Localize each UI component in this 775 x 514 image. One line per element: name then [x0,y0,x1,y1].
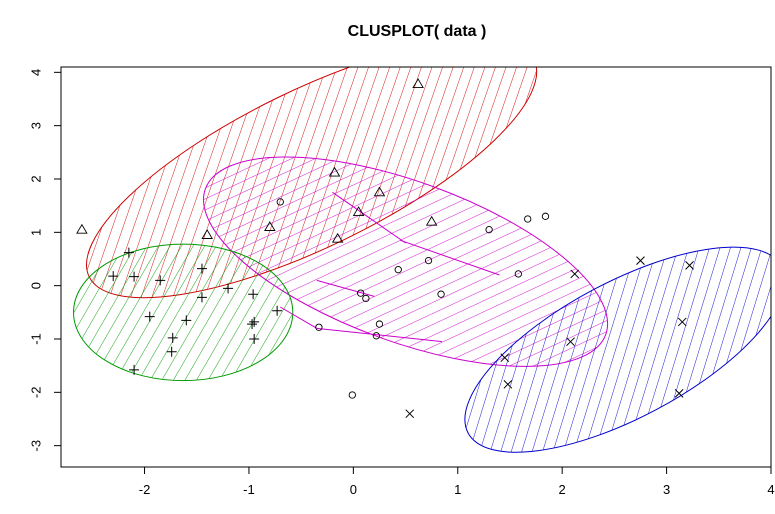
cross-data-point [405,409,415,419]
data-points [76,78,694,419]
circle-data-point [524,215,532,223]
x-tick-label: 0 [350,482,357,497]
circle-data-point [437,290,445,298]
circle-data-point [348,391,356,399]
cross-data-point [500,353,510,363]
circle-data-point [315,323,323,331]
circle-data-point [357,289,365,297]
axes: -2 -1 0 1 2 3 4 -3 -2 -1 0 1 2 3 4 [28,69,774,497]
cross-data-point [566,337,575,347]
plus-data-point [123,247,134,258]
circle-data-point [541,212,550,220]
cluster-ellipse [464,246,771,453]
cross-data-point [570,269,580,279]
plus-data-point [129,364,140,375]
triangle-data-point [264,221,276,231]
plus-data-point [167,332,178,343]
y-tick-label: -3 [28,440,43,452]
plus-data-point [155,275,166,286]
circle-data-point [375,320,384,328]
circle-data-point [394,266,402,274]
plus-data-point [272,305,283,316]
triangle-data-point [76,223,88,234]
circle-data-point [424,256,433,265]
plus-data-point [129,271,140,282]
circle-data-point [485,226,493,234]
cross-data-point [636,256,645,265]
plus-data-point [166,346,177,357]
plus-data-point [248,289,259,300]
y-tick-label: 4 [28,69,43,76]
triangle-data-point [331,232,344,243]
y-tick-label: -2 [28,387,43,399]
plus-data-point [247,319,258,330]
cluster-connector-line [400,239,500,276]
circle-data-point [362,294,370,303]
plot-frame [60,66,772,468]
circle-data-point [514,270,522,278]
x-tick-label: 2 [559,482,566,497]
y-tick-label: -1 [28,333,43,345]
plus-data-point [181,315,192,326]
y-tick-label: 3 [28,122,43,129]
y-tick-label: 0 [28,282,43,289]
y-tick-label: 2 [28,175,43,182]
triangle-data-point [412,78,424,89]
x-tick-label: -1 [243,482,255,497]
triangle-data-point [201,229,213,239]
x-tick-label: 4 [767,482,774,497]
cross-data-point [503,379,513,389]
triangle-data-point [425,215,438,226]
x-tick-label: -2 [139,482,151,497]
cluster-connector-line [332,191,406,244]
plus-data-point [196,292,207,303]
plus-data-point [144,311,155,322]
cluster-ellipse [73,243,294,382]
chart-title: CLUSPLOT( data ) [348,23,487,40]
cross-data-point [677,317,687,327]
cross-data-point [685,261,694,270]
plus-data-point [249,334,260,344]
x-tick-label: 3 [663,482,670,497]
triangle-data-point [352,206,365,217]
circle-data-point [276,198,284,206]
y-tick-label: 1 [28,229,43,236]
circle-data-point [372,332,380,340]
cluster-connector-line [316,279,375,297]
plus-data-point [249,316,260,327]
x-tick-label: 1 [454,482,461,497]
plus-data-point [223,283,234,294]
cluster-ellipses [73,67,771,453]
triangle-data-point [373,186,386,197]
triangle-data-point [328,166,341,177]
plus-data-point [196,263,207,274]
cluster-connector-line [280,306,318,329]
plus-data-point [108,271,119,282]
cross-data-point [674,389,684,398]
